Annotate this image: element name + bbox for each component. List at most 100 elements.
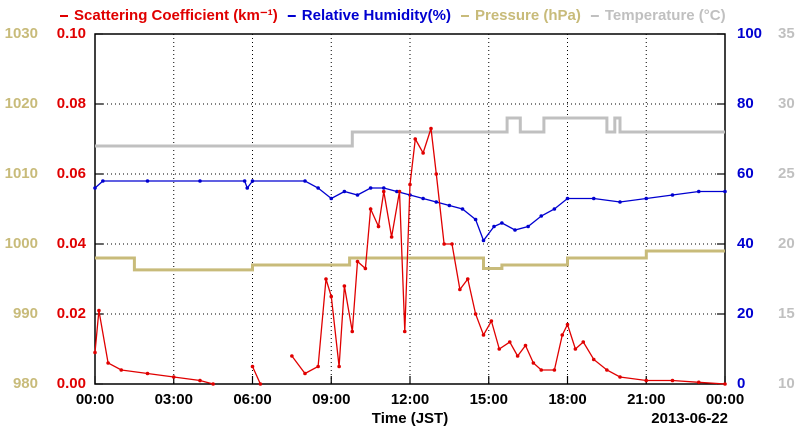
y-tick-label: 1000 <box>5 235 38 252</box>
data-point <box>145 179 150 183</box>
data-point <box>618 375 622 379</box>
data-point <box>93 186 97 190</box>
data-point <box>413 137 418 141</box>
data-point <box>303 371 307 376</box>
data-point <box>337 364 341 369</box>
data-point <box>523 343 528 348</box>
x-tick-label: 15:00 <box>470 391 508 408</box>
y-tick-label: 35 <box>778 25 795 42</box>
x-tick-label: 00:00 <box>706 391 744 408</box>
date-label: 2013-06-22 <box>651 410 728 427</box>
y-tick-label: 20 <box>737 305 754 322</box>
series-line <box>94 128 726 385</box>
data-point <box>460 207 465 211</box>
data-point <box>303 179 307 183</box>
data-point <box>539 214 544 218</box>
data-point <box>145 371 150 376</box>
data-point <box>242 179 247 183</box>
legend-label: Pressure (hPa) <box>475 7 581 24</box>
data-point <box>198 179 202 183</box>
y-tick-label: 0 <box>737 375 745 392</box>
y-tick-label: 980 <box>13 375 38 392</box>
data-point <box>368 186 373 190</box>
data-point <box>696 380 701 385</box>
data-point <box>258 382 263 386</box>
y-tick-label: 10 <box>778 375 795 392</box>
data-point <box>342 284 347 288</box>
y-tick-label: 30 <box>778 95 795 112</box>
y-tick-label: 0.00 <box>57 375 86 392</box>
data-point <box>290 354 294 358</box>
data-point <box>329 294 334 299</box>
data-point <box>565 196 570 201</box>
data-point <box>507 340 512 344</box>
data-point <box>350 329 355 334</box>
y-tick-label: 80 <box>737 95 754 112</box>
y-tick-label: 25 <box>778 165 795 182</box>
x-tick-label: 21:00 <box>627 391 665 408</box>
data-point <box>573 347 578 351</box>
data-point <box>670 193 675 197</box>
data-point <box>106 361 110 365</box>
y-tick-label: 0.10 <box>57 25 86 42</box>
data-point <box>552 207 557 211</box>
data-point <box>245 186 250 190</box>
data-point <box>171 375 176 379</box>
data-point <box>481 238 486 243</box>
data-point <box>368 207 373 211</box>
data-point <box>250 179 255 183</box>
data-point <box>421 196 425 201</box>
y-tick-label: 1030 <box>5 25 38 42</box>
data-point <box>591 196 596 201</box>
data-point <box>644 196 649 201</box>
data-point <box>389 235 394 239</box>
data-point <box>363 266 368 271</box>
legend-label: Scattering Coefficient (km⁻¹) <box>74 7 278 24</box>
data-point <box>395 189 399 194</box>
data-point <box>723 189 727 194</box>
x-tick-label: 03:00 <box>155 391 193 408</box>
y-tick-label: 0.02 <box>57 305 86 322</box>
data-point <box>565 322 570 327</box>
data-point <box>324 277 328 281</box>
data-point <box>250 364 255 369</box>
data-point <box>93 350 97 355</box>
x-tick-label: 00:00 <box>76 391 114 408</box>
data-point <box>581 340 586 344</box>
data-point <box>119 368 124 372</box>
data-point <box>434 200 439 204</box>
data-point <box>539 368 544 372</box>
y-tick-label: 40 <box>737 235 754 252</box>
x-axis-label: Time (JST) <box>372 410 448 427</box>
data-point <box>552 368 557 372</box>
data-point <box>429 126 433 131</box>
y-tick-label: 990 <box>13 305 38 322</box>
data-point <box>526 224 530 229</box>
data-point <box>513 228 517 232</box>
y-tick-label: 1020 <box>5 95 38 112</box>
data-point <box>397 189 402 194</box>
data-point <box>489 319 494 323</box>
legend-label: Temperature (°C) <box>605 7 726 24</box>
data-point <box>492 224 496 229</box>
data-point <box>560 333 565 337</box>
data-point <box>500 221 504 225</box>
data-point <box>198 378 202 383</box>
data-point <box>670 378 675 383</box>
data-point <box>408 182 412 187</box>
data-point <box>481 333 486 337</box>
data-point <box>473 312 478 316</box>
data-point <box>723 382 727 386</box>
series-line <box>95 249 725 272</box>
x-tick-label: 09:00 <box>312 391 350 408</box>
y-tick-label: 0.08 <box>57 95 86 112</box>
data-point <box>465 277 470 281</box>
y-tick-label: 15 <box>778 305 795 322</box>
data-point <box>531 361 536 365</box>
data-point <box>473 217 478 222</box>
data-point <box>515 354 520 358</box>
data-point <box>355 259 360 264</box>
data-point <box>447 203 452 208</box>
y-tick-label: 0.06 <box>57 165 86 182</box>
